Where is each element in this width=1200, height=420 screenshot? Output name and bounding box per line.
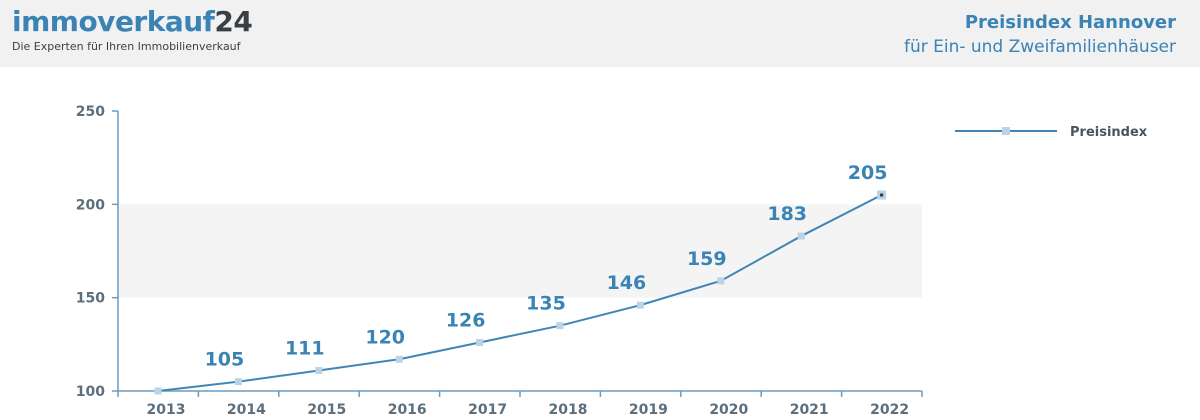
series-preisindex xyxy=(154,190,887,395)
brand-name: immoverkauf xyxy=(12,5,215,38)
data-label: 146 xyxy=(607,272,647,294)
data-point xyxy=(315,366,323,374)
grid-band xyxy=(118,204,922,298)
legend-marker xyxy=(1002,127,1010,135)
data-point xyxy=(234,378,242,386)
series-line xyxy=(157,194,883,392)
x-tick-label: 2017 xyxy=(468,402,507,418)
data-point xyxy=(154,387,162,395)
data-label: 135 xyxy=(526,293,566,315)
chart-title: Preisindex Hannover xyxy=(964,12,1176,33)
y-tick-label: 250 xyxy=(76,104,105,120)
data-point xyxy=(797,232,805,240)
y-tick-label: 150 xyxy=(76,291,105,307)
x-tick-label: 2015 xyxy=(307,402,346,418)
x-tick-label: 2021 xyxy=(790,402,829,418)
data-point xyxy=(717,277,725,285)
brand-logo[interactable]: immoverkauf24 xyxy=(12,5,253,38)
brand-number: 24 xyxy=(214,5,253,38)
y-tick-label: 200 xyxy=(76,197,105,213)
x-tick-label: 2014 xyxy=(227,402,266,418)
legend-label: Preisindex xyxy=(1070,125,1148,140)
brand-tagline: Die Experten für Ihren Immobilienverkauf xyxy=(12,40,241,53)
x-tick-label: 2020 xyxy=(709,402,748,418)
data-label: 126 xyxy=(446,309,486,331)
data-label: 183 xyxy=(767,203,807,225)
x-tick-label: 2019 xyxy=(629,402,668,418)
grid-bands xyxy=(118,204,922,298)
data-point xyxy=(476,338,484,346)
x-tick-label: 2013 xyxy=(147,402,186,418)
data-point xyxy=(395,355,403,363)
x-tick-label: 2022 xyxy=(870,402,909,418)
legend: Preisindex xyxy=(955,125,1148,140)
x-tick-label: 2018 xyxy=(549,402,588,418)
y-tick-label: 100 xyxy=(76,384,105,400)
data-point xyxy=(556,322,564,330)
data-label: 105 xyxy=(205,349,245,371)
data-label: 159 xyxy=(687,248,727,270)
data-label: 205 xyxy=(848,162,888,184)
data-label: 111 xyxy=(285,337,325,359)
chart-subtitle: für Ein- und Zweifamilienhäuser xyxy=(903,37,1176,57)
x-tick-label: 2016 xyxy=(388,402,427,418)
data-point-highlight xyxy=(880,193,884,197)
data-label: 120 xyxy=(365,326,405,348)
x-axis-ticks: 2013 2014 2015 2016 2017 2018 2019 2020 2021 2022 xyxy=(117,391,923,418)
header-bar: immoverkauf24 Die Experten für Ihren Imm… xyxy=(0,0,1200,67)
data-point xyxy=(636,301,644,309)
y-axis-ticks: 100 150 200 250 xyxy=(76,104,118,400)
data-labels: 105 111 120 126 135 146 159 183 205 xyxy=(205,162,888,371)
